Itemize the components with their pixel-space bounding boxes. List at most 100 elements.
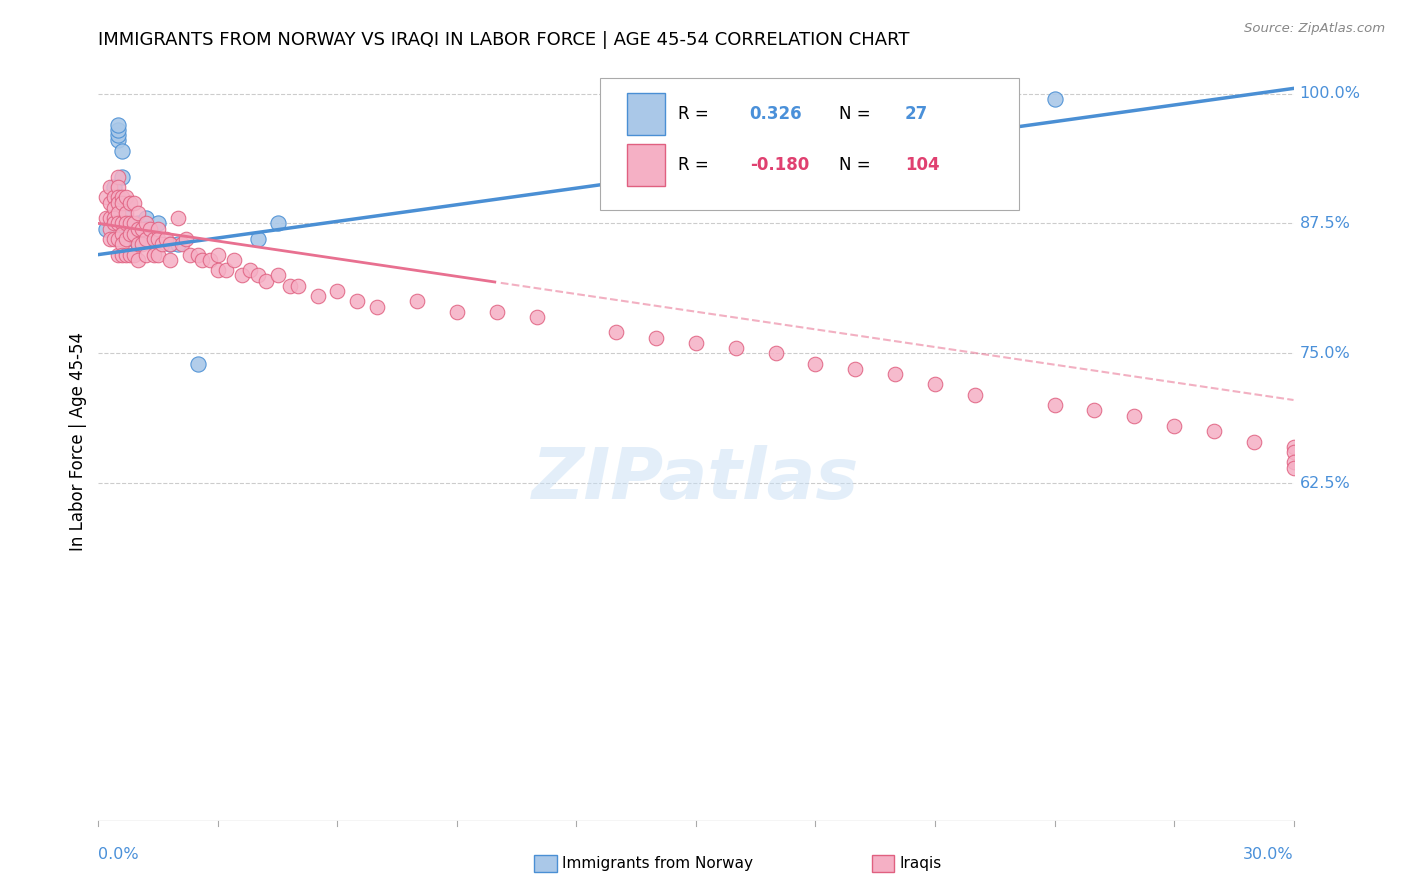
Point xyxy=(107,190,129,204)
FancyBboxPatch shape xyxy=(627,93,665,135)
Text: Immigrants from Norway: Immigrants from Norway xyxy=(562,856,754,871)
Point xyxy=(1202,424,1225,438)
Point xyxy=(111,169,134,184)
Text: 75.0%: 75.0% xyxy=(1299,346,1350,360)
Point xyxy=(127,216,149,230)
Point xyxy=(115,247,138,261)
Point xyxy=(131,216,153,230)
Point xyxy=(124,232,146,246)
Point xyxy=(143,232,166,246)
Point xyxy=(127,221,149,235)
Point xyxy=(246,232,269,246)
Point xyxy=(135,211,157,226)
Point xyxy=(1163,419,1185,434)
Point xyxy=(1043,92,1066,106)
Point xyxy=(103,211,125,226)
Point xyxy=(884,367,907,381)
Point xyxy=(924,377,946,392)
Point xyxy=(120,221,142,235)
Point xyxy=(267,268,290,283)
Point xyxy=(222,252,245,267)
Point xyxy=(287,278,309,293)
Point xyxy=(96,221,118,235)
Point xyxy=(605,326,627,340)
Point xyxy=(267,216,290,230)
Point xyxy=(1123,409,1146,423)
Point xyxy=(98,221,122,235)
Point xyxy=(127,237,149,252)
Text: R =: R = xyxy=(678,156,714,174)
Point xyxy=(191,252,214,267)
Text: 100.0%: 100.0% xyxy=(1299,87,1361,101)
Point xyxy=(120,247,142,261)
Point xyxy=(155,232,177,246)
Point xyxy=(174,232,197,246)
Point xyxy=(167,211,190,226)
Point xyxy=(159,237,181,252)
Point xyxy=(187,357,209,371)
Point xyxy=(172,237,194,252)
Point xyxy=(107,118,129,132)
FancyBboxPatch shape xyxy=(627,144,665,186)
Point xyxy=(124,221,146,235)
Point xyxy=(127,237,149,252)
Point xyxy=(526,310,548,324)
Point xyxy=(111,190,134,204)
Point xyxy=(231,268,253,283)
Point xyxy=(844,361,866,376)
Point xyxy=(107,216,129,230)
Point xyxy=(1282,455,1305,469)
Point xyxy=(124,216,146,230)
Point xyxy=(278,278,301,293)
Point xyxy=(346,294,368,309)
Text: -0.180: -0.180 xyxy=(749,156,808,174)
Point xyxy=(1282,460,1305,475)
Point xyxy=(148,221,170,235)
Point xyxy=(765,346,787,360)
Point xyxy=(148,216,170,230)
Point xyxy=(135,216,157,230)
Point xyxy=(127,252,149,267)
Text: 0.326: 0.326 xyxy=(749,105,803,123)
Point xyxy=(131,221,153,235)
Point xyxy=(111,144,134,158)
Point xyxy=(143,247,166,261)
Point xyxy=(111,227,134,241)
Point xyxy=(120,195,142,210)
Point xyxy=(96,190,118,204)
Point xyxy=(167,237,190,252)
Point xyxy=(963,388,986,402)
Point xyxy=(115,190,138,204)
Text: R =: R = xyxy=(678,105,714,123)
Point xyxy=(148,247,170,261)
Point xyxy=(406,294,429,309)
Point xyxy=(115,211,138,226)
Y-axis label: In Labor Force | Age 45-54: In Labor Force | Age 45-54 xyxy=(69,332,87,551)
Point xyxy=(844,92,866,106)
Text: 104: 104 xyxy=(905,156,939,174)
Point xyxy=(107,206,129,220)
Text: IMMIGRANTS FROM NORWAY VS IRAQI IN LABOR FORCE | AGE 45-54 CORRELATION CHART: IMMIGRANTS FROM NORWAY VS IRAQI IN LABOR… xyxy=(98,31,910,49)
Point xyxy=(215,263,238,277)
Point xyxy=(685,335,707,350)
Text: ZIPatlas: ZIPatlas xyxy=(533,445,859,514)
Text: Iraqis: Iraqis xyxy=(900,856,942,871)
Point xyxy=(115,216,138,230)
Point xyxy=(207,263,229,277)
Text: N =: N = xyxy=(839,156,876,174)
Point xyxy=(120,216,142,230)
Point xyxy=(103,201,125,215)
Text: Source: ZipAtlas.com: Source: ZipAtlas.com xyxy=(1244,22,1385,36)
Point xyxy=(159,237,181,252)
Point xyxy=(111,195,134,210)
Point xyxy=(645,331,668,345)
Point xyxy=(207,247,229,261)
Point xyxy=(107,123,129,137)
Point xyxy=(179,247,201,261)
Point xyxy=(107,169,129,184)
Point xyxy=(111,237,134,252)
Point xyxy=(107,232,129,246)
Point xyxy=(124,195,146,210)
Point xyxy=(131,237,153,252)
Point xyxy=(139,227,162,241)
